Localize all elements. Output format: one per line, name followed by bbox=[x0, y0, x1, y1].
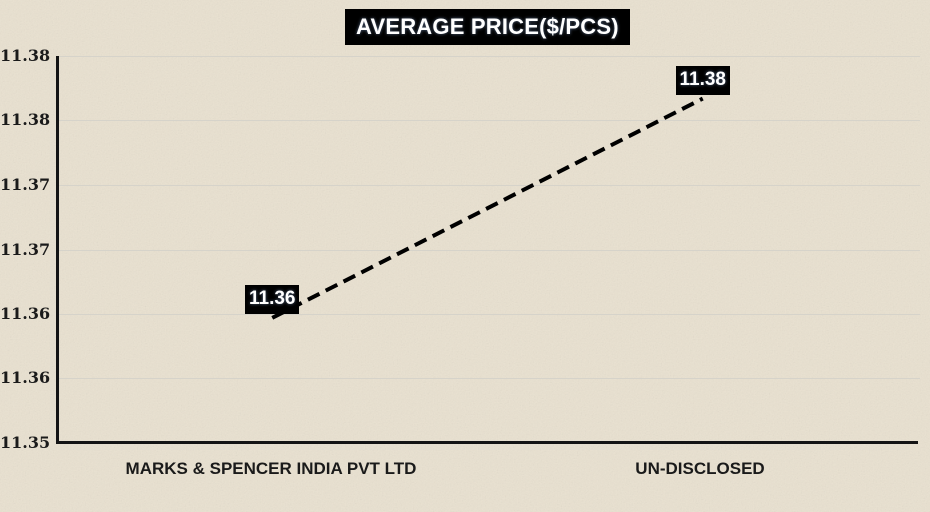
y-tick-label: 11.37 bbox=[0, 240, 51, 259]
gridline bbox=[57, 378, 920, 379]
data-label-un-disclosed: 11.38 bbox=[675, 65, 730, 95]
trend-line bbox=[271, 96, 704, 320]
category-label-marks-and-spencer: MARKS & SPENCER INDIA PVT LTD bbox=[125, 459, 417, 478]
y-tick-label: 11.36 bbox=[0, 368, 51, 387]
y-tick-label: 11.37 bbox=[0, 175, 51, 194]
gridline bbox=[57, 314, 920, 315]
gridline bbox=[57, 250, 920, 251]
data-label-marks-and-spencer: 11.36 bbox=[245, 284, 300, 314]
gridline bbox=[57, 56, 920, 57]
x-axis-line bbox=[56, 441, 918, 444]
y-tick-label: 11.38 bbox=[0, 110, 51, 129]
gridline bbox=[57, 185, 920, 186]
chart-title: AVERAGE PRICE($/PCS) bbox=[345, 9, 630, 45]
y-tick-label: 11.38 bbox=[0, 46, 51, 65]
y-tick-label: 11.36 bbox=[0, 304, 51, 323]
y-axis-line bbox=[56, 56, 59, 444]
y-tick-label: 11.35 bbox=[0, 433, 51, 452]
category-label-un-disclosed: UN-DISCLOSED bbox=[635, 459, 765, 478]
gridline bbox=[57, 120, 920, 121]
